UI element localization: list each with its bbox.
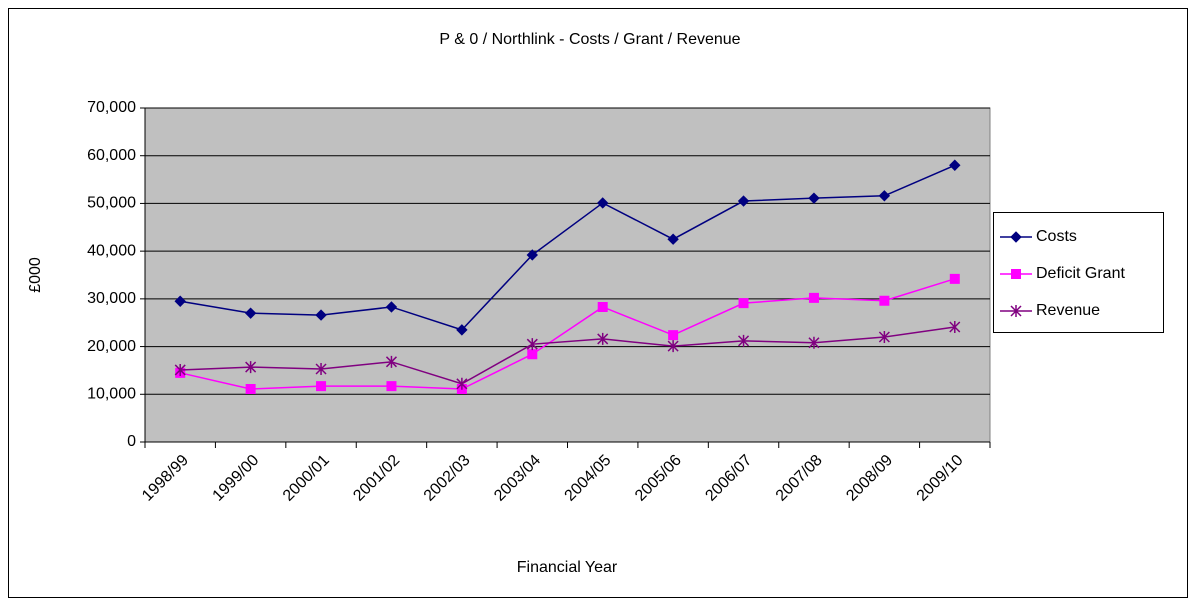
data-point — [456, 377, 468, 390]
data-point — [668, 330, 679, 341]
data-point — [878, 190, 891, 202]
data-point — [386, 381, 397, 392]
y-tick-label: 60,000 — [87, 147, 136, 164]
legend — [993, 212, 1164, 333]
data-point — [949, 321, 961, 334]
legend-marker — [1011, 269, 1021, 279]
data-point — [808, 292, 819, 303]
data-point — [245, 361, 257, 374]
data-point — [738, 334, 750, 347]
y-tick-label: 30,000 — [87, 290, 136, 307]
data-point — [667, 340, 679, 353]
y-tick-label: 0 — [127, 433, 136, 450]
data-point — [667, 233, 679, 245]
data-point — [315, 362, 327, 375]
data-point — [597, 301, 608, 312]
data-point — [738, 298, 749, 309]
series-line — [180, 278, 956, 390]
data-point — [597, 197, 609, 209]
data-point — [949, 159, 961, 171]
y-tick-label: 10,000 — [87, 386, 136, 403]
data-point — [597, 332, 609, 345]
data-point — [174, 363, 186, 376]
data-point — [808, 336, 820, 349]
data-point — [526, 338, 538, 351]
legend-marker — [1010, 305, 1022, 317]
y-tick-label: 50,000 — [87, 195, 136, 212]
data-point — [808, 192, 820, 204]
data-point — [878, 331, 890, 344]
data-point — [316, 381, 327, 392]
data-point — [879, 295, 890, 306]
chart-title: P & 0 / Northlink - Costs / Grant / Reve… — [439, 31, 740, 48]
legend-label: Costs — [1036, 228, 1077, 245]
data-point — [526, 249, 538, 261]
y-tick-label: 40,000 — [87, 242, 136, 259]
series-line — [180, 326, 955, 385]
y-tick-label: 70,000 — [87, 99, 136, 116]
legend-marker — [1010, 231, 1022, 243]
data-point — [244, 307, 257, 319]
y-tick-label: 20,000 — [87, 338, 136, 355]
data-point — [949, 273, 960, 284]
data-point — [245, 384, 256, 395]
data-point — [737, 195, 750, 207]
data-point — [385, 301, 398, 313]
data-point — [174, 295, 186, 307]
plot-area — [144, 107, 991, 443]
legend-label: Deficit Grant — [1036, 265, 1125, 282]
data-point — [527, 349, 538, 360]
legend-label: Revenue — [1036, 302, 1100, 319]
data-point — [315, 309, 327, 321]
data-point — [385, 355, 397, 368]
y-axis-label: £000 — [27, 257, 44, 293]
data-point — [456, 324, 468, 336]
x-axis-label: Financial Year — [517, 559, 618, 576]
series-line — [180, 164, 956, 331]
